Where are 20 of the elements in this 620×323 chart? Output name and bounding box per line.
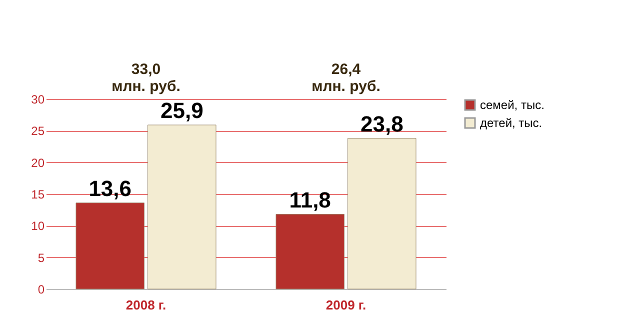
legend-label: детей, тыс.	[480, 116, 542, 130]
data-label: 23,8	[360, 111, 404, 136]
y-tick-label: 0	[38, 282, 45, 296]
x-tick-label: 2008 г.	[126, 298, 166, 312]
y-tick-label: 10	[31, 219, 45, 234]
bar	[148, 124, 216, 290]
data-label: 25,9	[160, 98, 204, 123]
y-tick-label: 5	[38, 250, 45, 265]
bar	[348, 138, 416, 290]
legend-label: семей, тыс.	[480, 98, 544, 112]
y-tick-label: 20	[31, 156, 45, 170]
bar	[76, 202, 144, 290]
y-tick-label: 30	[31, 92, 45, 106]
data-label: 11,8	[289, 187, 331, 212]
y-tick-label: 15	[31, 188, 45, 202]
text: 26,4 млн. руб.	[312, 61, 380, 95]
text: 33,0 млн. руб.	[112, 61, 180, 95]
y-tick-label: 25	[31, 124, 45, 138]
bar	[276, 214, 344, 290]
x-tick-label: 2009 г.	[326, 298, 366, 312]
